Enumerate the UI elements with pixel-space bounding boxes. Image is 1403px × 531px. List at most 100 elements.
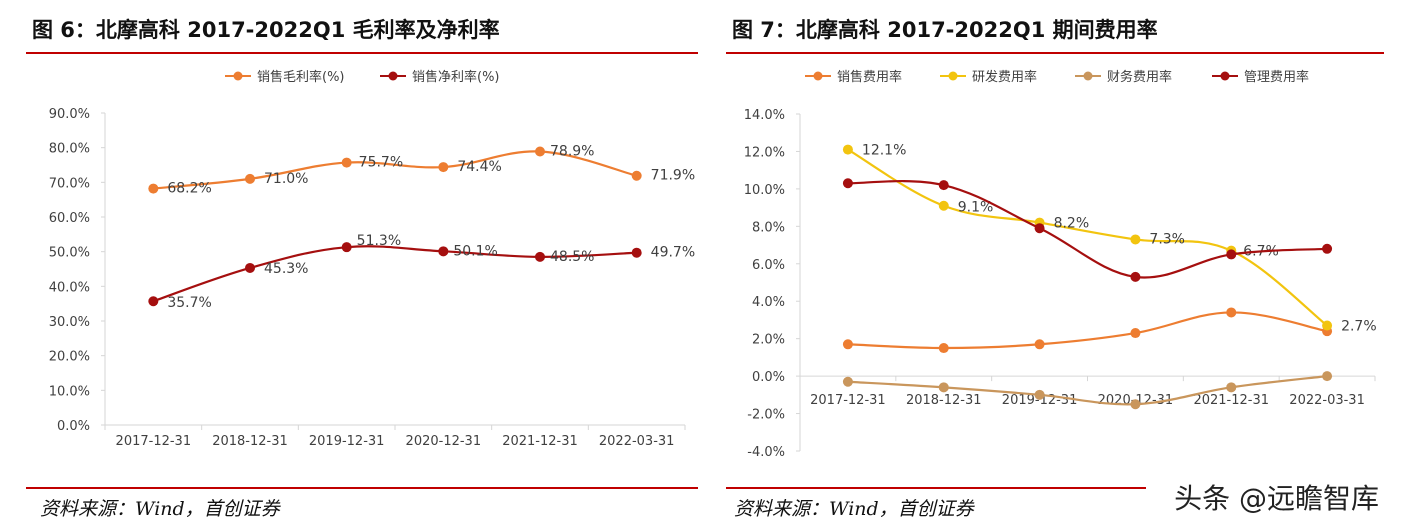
data-point xyxy=(438,246,449,257)
series-line xyxy=(153,150,637,190)
x-tick-label: 2022-03-31 xyxy=(1289,393,1365,408)
y-tick-label: -4.0% xyxy=(747,445,785,460)
data-point xyxy=(341,157,352,168)
y-tick-label: 8.0% xyxy=(752,220,785,235)
y-tick-label: 6.0% xyxy=(752,258,785,273)
right-source-rule xyxy=(726,487,1146,489)
legend-entry-label: 研发费用率 xyxy=(972,69,1037,85)
legend-entry-label: 管理费用率 xyxy=(1244,69,1309,85)
legend-swatch-marker xyxy=(1220,71,1230,81)
data-point xyxy=(842,144,853,155)
y-tick-label: 10.0% xyxy=(49,384,90,399)
data-point xyxy=(938,382,949,393)
x-tick-label: 2018-12-31 xyxy=(212,434,288,449)
data-point xyxy=(1322,320,1333,331)
data-point xyxy=(245,173,255,184)
data-point xyxy=(245,262,255,273)
y-tick-label: 30.0% xyxy=(49,315,90,330)
data-point xyxy=(938,343,949,354)
data-point xyxy=(631,247,642,258)
data-point xyxy=(1034,223,1045,234)
legend-swatch-marker xyxy=(948,71,958,81)
data-label: 2.7% xyxy=(1341,319,1377,335)
data-point xyxy=(148,296,159,307)
x-tick-label: 2019-12-31 xyxy=(309,434,385,449)
left-source-note: 资料来源：Wind，首创证券 xyxy=(40,498,280,520)
y-tick-label: 14.0% xyxy=(744,108,785,123)
data-point xyxy=(1226,382,1237,393)
y-tick-label: 50.0% xyxy=(49,246,90,261)
data-point xyxy=(1130,234,1141,245)
y-tick-label: 90.0% xyxy=(49,107,90,122)
data-label: 50.1% xyxy=(453,243,497,259)
data-point xyxy=(1034,339,1045,350)
x-tick-label: 2017-12-31 xyxy=(116,434,192,449)
x-tick-label: 2021-12-31 xyxy=(1193,393,1269,408)
data-point xyxy=(1130,328,1141,339)
data-label: 9.1% xyxy=(958,200,994,216)
legend-swatch-marker xyxy=(1083,71,1093,81)
x-tick-label: 2022-03-31 xyxy=(599,434,675,449)
legend-entry-label: 销售费用率 xyxy=(837,69,902,85)
left-title-rule xyxy=(26,52,698,54)
data-label: 35.7% xyxy=(167,295,211,311)
left-figure-title: 图 6：北摩高科 2017-2022Q1 毛利率及净利率 xyxy=(32,18,500,42)
data-point xyxy=(1226,249,1237,260)
data-label: 7.3% xyxy=(1149,231,1185,247)
data-point xyxy=(1322,243,1333,254)
y-tick-label: 60.0% xyxy=(49,211,90,226)
data-point xyxy=(535,146,545,157)
data-point xyxy=(842,376,853,387)
series-line xyxy=(847,148,1328,327)
x-tick-label: 2018-12-31 xyxy=(906,393,982,408)
data-point xyxy=(842,178,853,189)
data-point xyxy=(938,180,949,191)
legend-swatch-marker xyxy=(388,71,398,81)
data-label: 8.2% xyxy=(1054,216,1090,232)
y-tick-label: 12.0% xyxy=(744,145,785,160)
right-figure-title: 图 7：北摩高科 2017-2022Q1 期间费用率 xyxy=(732,18,1158,42)
data-label: 45.3% xyxy=(264,261,308,277)
y-tick-label: 0.0% xyxy=(752,370,785,385)
legend-swatch-marker xyxy=(813,71,823,81)
data-point xyxy=(1322,371,1333,382)
y-tick-label: 4.0% xyxy=(752,295,785,310)
data-label: 71.0% xyxy=(264,171,308,187)
data-label: 75.7% xyxy=(359,155,403,171)
right-figure-panel: 图 7：北摩高科 2017-2022Q1 期间费用率 -4.0% -2.0% 0.0… xyxy=(700,0,1403,531)
right-line-chart: -4.0% -2.0% 0.0% 2.0% 4.0% 6.0% 8.0% 10.0% 12.0%… xyxy=(744,69,1377,460)
x-tick-label: 2021-12-31 xyxy=(502,434,578,449)
y-tick-label: -2.0% xyxy=(747,408,785,423)
y-tick-label: 10.0% xyxy=(744,183,785,198)
data-label: 78.9% xyxy=(550,143,594,159)
data-point xyxy=(148,183,159,194)
right-source-note: 资料来源：Wind，首创证券 xyxy=(734,498,974,520)
series-line xyxy=(847,375,1328,406)
y-tick-label: 80.0% xyxy=(49,142,90,157)
watermark-text: 头条 @远瞻智库 xyxy=(1168,475,1385,519)
data-label: 68.2% xyxy=(167,181,211,197)
legend-entry-label: 销售毛利率(%) xyxy=(257,69,345,85)
data-label: 12.1% xyxy=(862,143,906,159)
data-point xyxy=(1034,389,1045,400)
left-source-rule xyxy=(26,487,698,489)
data-point xyxy=(938,200,949,211)
data-point xyxy=(341,242,352,253)
left-figure-panel: 图 6：北摩高科 2017-2022Q1 毛利率及净利率 0.0% 10.0% 20… xyxy=(0,0,700,531)
y-tick-label: 20.0% xyxy=(49,350,90,365)
data-point xyxy=(631,170,642,181)
series-line xyxy=(152,245,637,303)
data-point xyxy=(1226,307,1237,318)
left-line-chart: 0.0% 10.0% 20.0% 30.0% 40.0% 50.0% 60.0% 70.0% 8… xyxy=(49,69,695,449)
y-tick-label: 2.0% xyxy=(752,333,785,348)
data-point xyxy=(842,339,853,350)
series-line xyxy=(847,179,1328,279)
data-point xyxy=(535,251,545,262)
data-label: 49.7% xyxy=(651,245,695,261)
data-label: 51.3% xyxy=(357,233,401,249)
data-point xyxy=(1130,399,1141,410)
x-tick-label: 2017-12-31 xyxy=(810,393,886,408)
series-line xyxy=(847,311,1328,350)
legend-entry-label: 销售净利率(%) xyxy=(412,69,500,85)
y-tick-label: 0.0% xyxy=(57,419,90,434)
